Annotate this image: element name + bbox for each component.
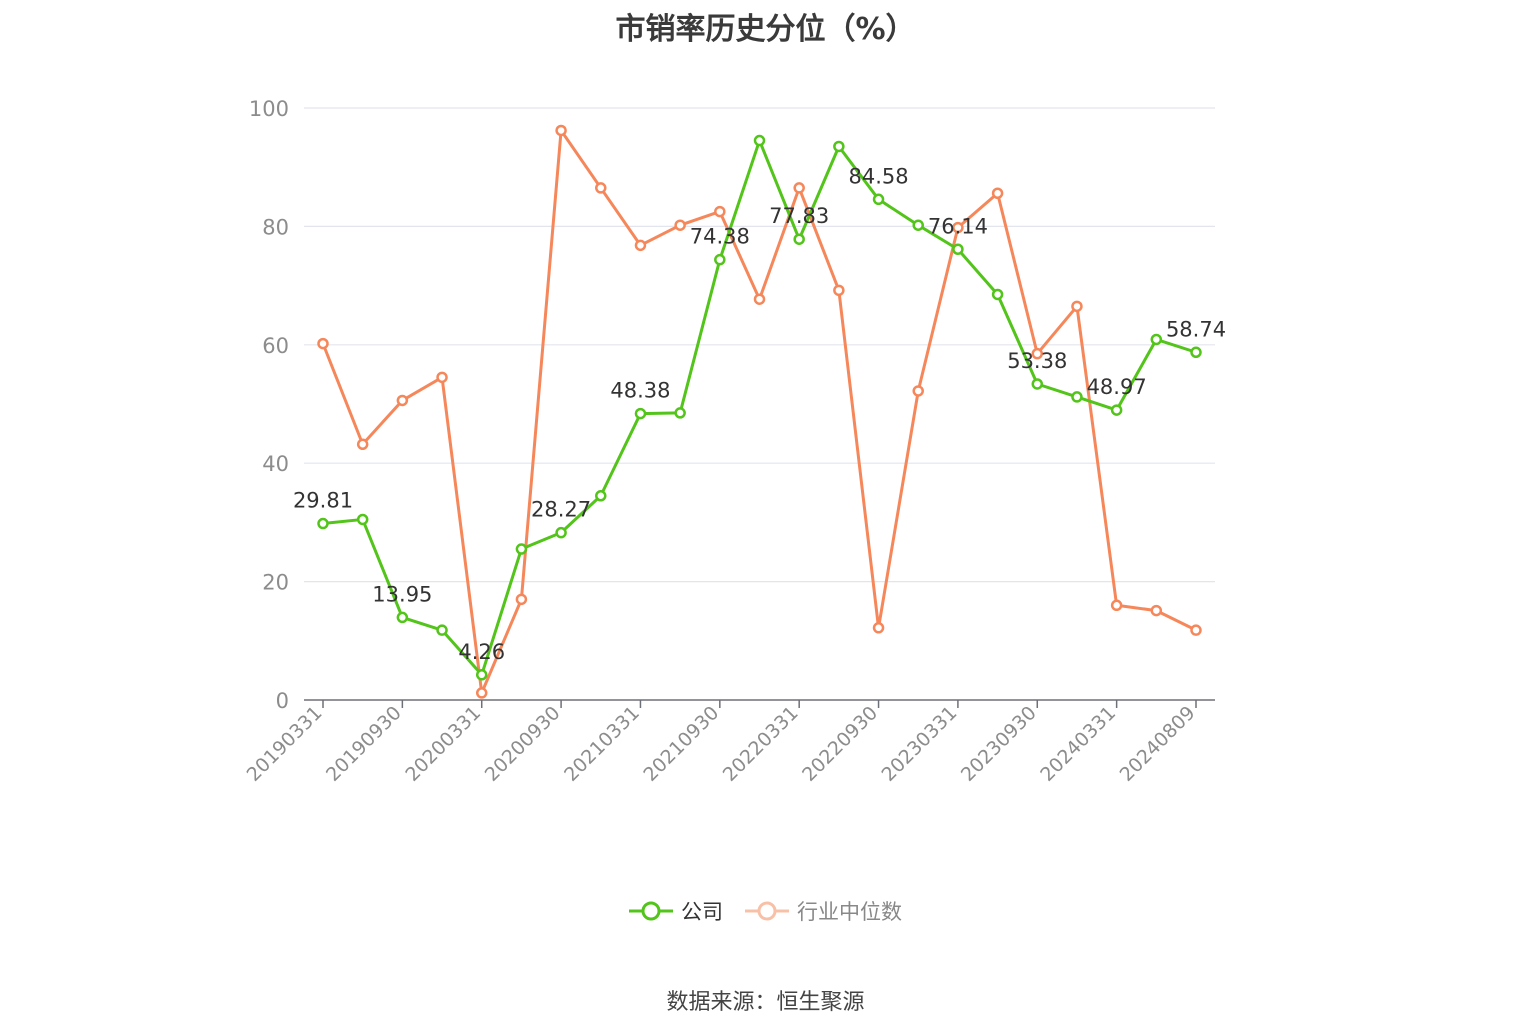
legend-item-industry[interactable]: 行业中位数 bbox=[745, 896, 902, 926]
data-point-industry bbox=[912, 385, 924, 397]
data-point-industry bbox=[634, 239, 647, 252]
data-point-industry bbox=[555, 124, 567, 137]
data-point-industry bbox=[952, 221, 964, 234]
axis-layer: 0 20 40 60 80 100 2019033120190930202003312020… bbox=[243, 97, 1215, 786]
data-point-industry bbox=[1150, 604, 1163, 617]
data-point-industry bbox=[396, 394, 409, 407]
data-point-company bbox=[436, 624, 448, 636]
data-point-company bbox=[912, 219, 924, 231]
data-point-industry bbox=[1071, 300, 1083, 313]
data-point-company bbox=[793, 233, 805, 245]
series-layer bbox=[317, 124, 1202, 699]
data-label: 4.26 bbox=[458, 640, 505, 664]
data-point-company bbox=[317, 517, 329, 530]
data-point-company bbox=[356, 513, 369, 526]
chart-title: 市销率历史分位（%） bbox=[615, 12, 916, 47]
data-label: 53.38 bbox=[1007, 349, 1067, 373]
data-point-company bbox=[753, 134, 766, 147]
data-point-industry bbox=[475, 687, 488, 699]
data-point-company bbox=[1071, 391, 1083, 403]
x-tick-label: 20240809 bbox=[1116, 702, 1200, 786]
y-tick-label: 20 bbox=[262, 571, 289, 595]
legend-item-company[interactable]: 公司 bbox=[629, 896, 723, 926]
data-point-industry bbox=[753, 293, 766, 305]
series-line-industry bbox=[321, 128, 1197, 695]
y-tick-label: 100 bbox=[249, 97, 289, 121]
data-label: 48.97 bbox=[1087, 375, 1147, 399]
data-label: 48.38 bbox=[610, 379, 670, 403]
x-tick-label: 20230930 bbox=[957, 702, 1041, 786]
x-tick-label: 20210331 bbox=[560, 702, 644, 786]
data-label: 77.83 bbox=[769, 204, 829, 228]
data-point-company bbox=[833, 140, 845, 153]
data-point-company bbox=[1190, 346, 1202, 359]
data-label: 13.95 bbox=[372, 582, 432, 606]
data-label: 74.38 bbox=[690, 225, 750, 249]
x-tick-label: 20190930 bbox=[322, 702, 406, 786]
data-point-company bbox=[991, 288, 1004, 301]
data-point-industry bbox=[356, 438, 369, 451]
chart-plot: 0 20 40 60 80 100 2019033120190930202003312020… bbox=[243, 97, 1226, 786]
y-tick-label: 40 bbox=[262, 452, 289, 476]
data-point-industry bbox=[833, 284, 845, 297]
data-point-industry bbox=[872, 622, 885, 634]
legend: 公司 行业中位数 bbox=[0, 896, 1531, 926]
x-tick-label: 20220331 bbox=[719, 702, 803, 786]
x-tick-label: 20240331 bbox=[1036, 702, 1120, 786]
x-tick-label: 20220930 bbox=[798, 702, 882, 786]
data-point-company bbox=[595, 490, 607, 502]
data-point-industry bbox=[714, 205, 726, 218]
data-point-industry bbox=[1110, 599, 1123, 612]
grid-layer bbox=[304, 107, 1215, 583]
data-label: 58.74 bbox=[1166, 317, 1226, 341]
data-label: 28.27 bbox=[531, 498, 591, 522]
y-tick-label: 80 bbox=[262, 215, 289, 239]
data-label: 84.58 bbox=[848, 164, 908, 188]
data-point-company bbox=[1150, 333, 1163, 346]
series-line-company bbox=[322, 139, 1197, 677]
data-point-company bbox=[952, 243, 964, 256]
data-label: 29.81 bbox=[293, 489, 353, 513]
data-point-industry bbox=[674, 219, 686, 231]
x-tick-label: 20210930 bbox=[639, 702, 723, 786]
x-tick-label: 20230331 bbox=[877, 702, 961, 786]
legend-company-label: 公司 bbox=[681, 900, 723, 924]
data-label: 76.14 bbox=[928, 214, 988, 238]
data-point-industry bbox=[1031, 347, 1044, 360]
label-layer: 29.81 13.95 4.26 28.27 48.38 74.38 77.83 84.58 7… bbox=[293, 164, 1226, 663]
x-tick-label: 20200331 bbox=[401, 702, 485, 786]
legend-company-icon bbox=[629, 901, 673, 921]
data-point-industry bbox=[515, 593, 528, 606]
data-source: 数据来源：恒生聚源 bbox=[666, 990, 865, 1015]
data-point-company bbox=[634, 407, 647, 420]
data-point-industry bbox=[1190, 624, 1202, 636]
data-point-industry bbox=[317, 337, 329, 350]
x-tick-label: 20200930 bbox=[481, 702, 565, 786]
legend-industry-icon bbox=[745, 901, 789, 921]
y-tick-label: 60 bbox=[262, 334, 289, 358]
data-point-company bbox=[515, 543, 528, 555]
data-point-company bbox=[674, 407, 686, 419]
data-point-company bbox=[1110, 404, 1123, 416]
data-point-company bbox=[872, 193, 885, 206]
data-point-company bbox=[555, 526, 567, 539]
data-point-company bbox=[714, 253, 726, 266]
data-point-industry bbox=[793, 182, 805, 194]
data-point-company bbox=[396, 611, 409, 624]
legend-industry-label: 行业中位数 bbox=[797, 900, 902, 924]
data-point-company bbox=[1031, 378, 1044, 390]
y-tick-label: 0 bbox=[276, 689, 289, 713]
data-point-industry bbox=[595, 182, 607, 194]
x-tick-label: 20190331 bbox=[243, 702, 327, 786]
data-point-industry bbox=[436, 371, 448, 384]
data-point-industry bbox=[991, 187, 1004, 199]
data-point-company bbox=[475, 669, 488, 681]
